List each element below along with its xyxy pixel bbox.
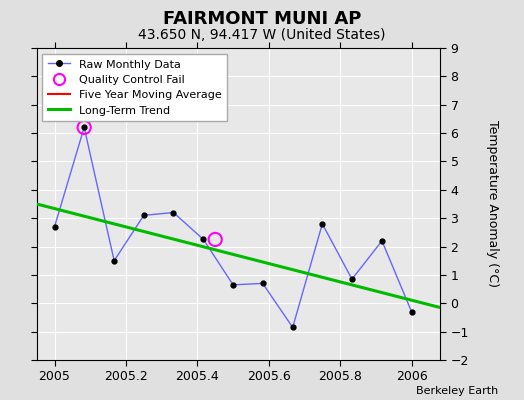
Text: FAIRMONT MUNI AP: FAIRMONT MUNI AP xyxy=(163,10,361,28)
Legend: Raw Monthly Data, Quality Control Fail, Five Year Moving Average, Long-Term Tren: Raw Monthly Data, Quality Control Fail, … xyxy=(42,54,227,121)
Text: Berkeley Earth: Berkeley Earth xyxy=(416,386,498,396)
Y-axis label: Temperature Anomaly (°C): Temperature Anomaly (°C) xyxy=(486,120,499,288)
Point xyxy=(80,124,89,131)
Point xyxy=(211,236,220,243)
Text: 43.650 N, 94.417 W (United States): 43.650 N, 94.417 W (United States) xyxy=(138,28,386,42)
